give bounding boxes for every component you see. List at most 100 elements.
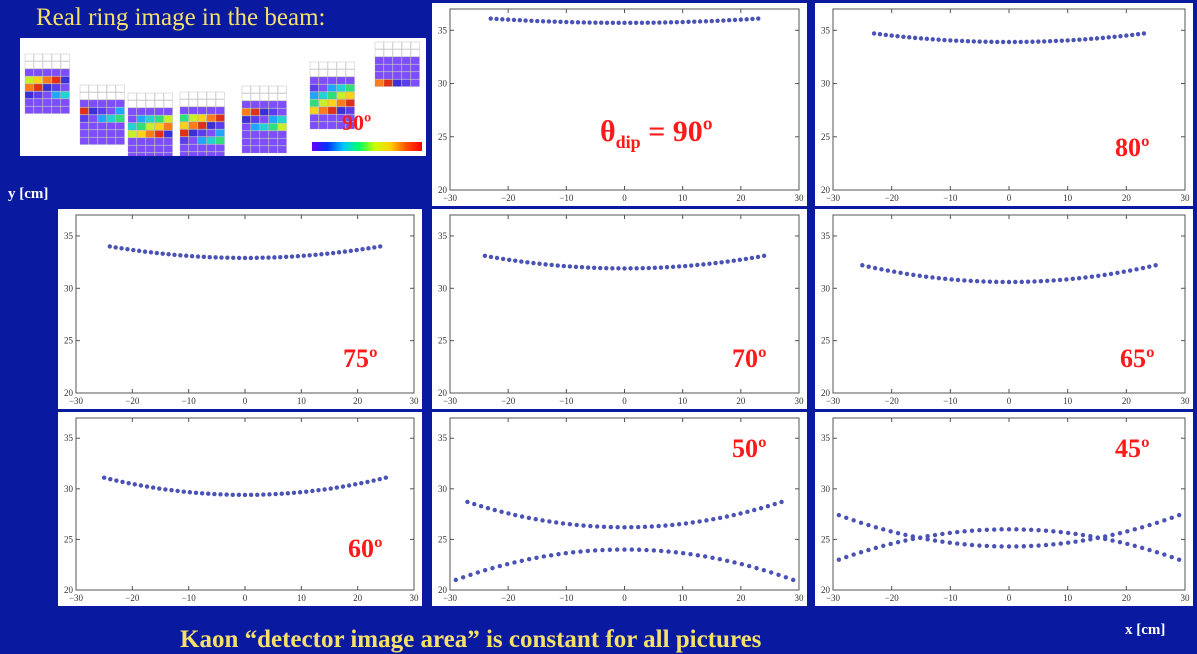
ring-point (616, 266, 621, 271)
ring-pixel (336, 76, 346, 85)
ring-point (468, 572, 473, 578)
ring-pixel (197, 106, 207, 115)
x-tick-label: −10 (559, 396, 574, 406)
ring-pixel (336, 121, 346, 130)
ring-point (301, 253, 306, 258)
ring-point (365, 479, 370, 485)
ring-point (1006, 527, 1012, 532)
ring-point (505, 17, 511, 22)
ring-pixel (188, 106, 198, 115)
ring-pixel (206, 91, 216, 100)
ring-point (949, 277, 954, 282)
ring-pixel (336, 99, 346, 107)
ring-pixel (215, 99, 225, 107)
real-ring-image: 90º (20, 38, 426, 161)
ring-point (126, 480, 131, 486)
ring-point (377, 476, 382, 482)
ring-point (1021, 544, 1026, 549)
ring-point (1100, 35, 1106, 41)
angle-label: θdip = 90º (600, 115, 713, 153)
x-tick-label: 30 (1181, 193, 1191, 203)
ring-point (695, 553, 701, 558)
ring-pixel (145, 107, 155, 116)
y-tick-label: 20 (821, 388, 831, 398)
ring-pixel (250, 85, 260, 94)
ring-point (1058, 529, 1063, 535)
ring-pixel (79, 129, 89, 138)
ring-point (1154, 550, 1160, 555)
ring-pixel (250, 145, 260, 154)
ring-pixel (154, 130, 164, 138)
y-tick-label: 25 (438, 132, 448, 142)
footer-text: Kaon “detector image area” is constant f… (180, 626, 762, 653)
ring-point (888, 529, 893, 534)
ring-point (588, 523, 593, 529)
ring-pixel (79, 114, 89, 123)
ring-point (881, 527, 886, 532)
ring-point (768, 570, 774, 575)
ring-point (658, 265, 664, 270)
ring-point (563, 551, 569, 556)
ring-point (930, 37, 935, 42)
ring-point (969, 542, 975, 548)
ring-point (1032, 279, 1037, 284)
ring-point (289, 254, 295, 259)
ring-pixel (24, 68, 34, 77)
theta-value: = 90º (640, 115, 713, 148)
x-tick-label: 0 (243, 396, 248, 406)
ring-pixel (197, 91, 207, 100)
ring-point (1176, 557, 1182, 562)
ring-pixel (97, 99, 107, 108)
ring-point (756, 16, 761, 21)
ring-point (615, 525, 620, 530)
ring-point (731, 512, 736, 518)
ring-point (697, 19, 703, 24)
ring-pixel (277, 123, 287, 131)
ring-pixel (106, 137, 116, 145)
y-tick-label: 20 (438, 585, 448, 595)
ring-pixel (401, 79, 411, 87)
ring-pixel (259, 108, 269, 116)
ring-point (969, 528, 975, 533)
ring-point (213, 255, 218, 260)
ring-point (494, 255, 500, 261)
ring-point (1169, 554, 1174, 560)
ring-point (727, 18, 732, 23)
ring-point (645, 20, 650, 25)
ring-pixel (136, 115, 146, 123)
ring-point (1176, 512, 1182, 518)
ring-pixel (215, 106, 225, 115)
ring-pixel (163, 137, 173, 146)
ring-point (1025, 279, 1031, 284)
ring-point (1006, 279, 1012, 285)
ring-point (219, 255, 224, 260)
ring-point (107, 244, 112, 249)
ring-pixel (51, 91, 61, 99)
ring-pixel (197, 144, 207, 152)
ring-point (965, 39, 971, 44)
ring-point (601, 524, 607, 530)
ring-point (604, 265, 609, 271)
ring-point (772, 501, 777, 507)
ring-point (236, 492, 242, 498)
ring-point (531, 260, 536, 266)
ring-point (585, 265, 591, 270)
ring-pixel (163, 145, 173, 153)
x-tick-label: −10 (943, 396, 958, 406)
ring-point (1162, 518, 1167, 523)
ring-pixel (374, 49, 384, 57)
ring-point (534, 555, 539, 560)
ring-pixel (188, 136, 198, 145)
ring-pixel (250, 138, 260, 146)
x-tick-label: −20 (885, 193, 900, 203)
ring-pixel (215, 114, 225, 122)
ring-point (494, 16, 499, 22)
theta-symbol: θ (600, 115, 616, 148)
ring-pixel (51, 106, 61, 114)
ring-point (283, 254, 289, 260)
ring-pixel (163, 152, 173, 161)
ring-point (783, 575, 789, 580)
ring-point (189, 253, 195, 259)
ring-pixel (79, 122, 89, 130)
ring-pixel (401, 71, 411, 80)
